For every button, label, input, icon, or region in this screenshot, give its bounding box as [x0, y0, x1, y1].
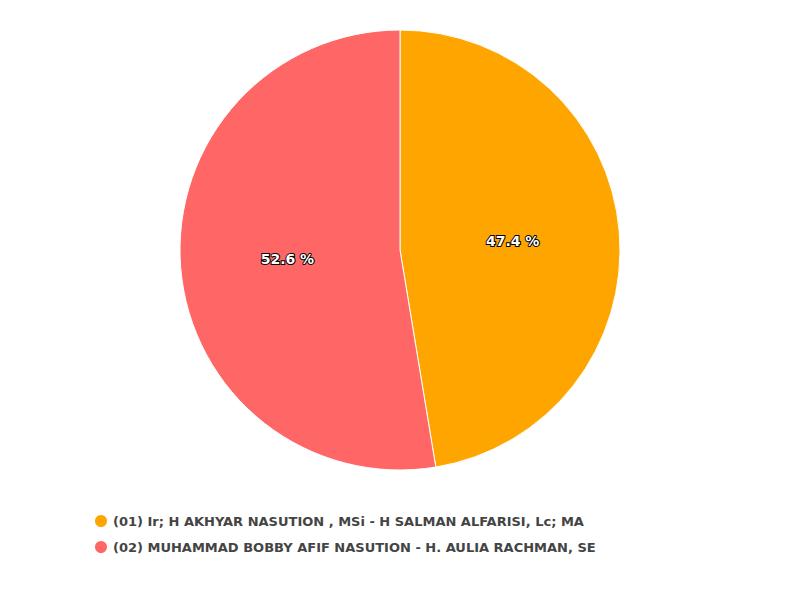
svg-text:52.6 %: 52.6 %	[261, 251, 314, 267]
svg-text:(01) Ir; H AKHYAR NASUTION , M: (01) Ir; H AKHYAR NASUTION , MSi - H SAL…	[113, 514, 584, 529]
svg-text:47.4 %: 47.4 %	[486, 233, 539, 249]
svg-text:(02) MUHAMMAD BOBBY AFIF NASUT: (02) MUHAMMAD BOBBY AFIF NASUTION - H. A…	[113, 540, 596, 555]
